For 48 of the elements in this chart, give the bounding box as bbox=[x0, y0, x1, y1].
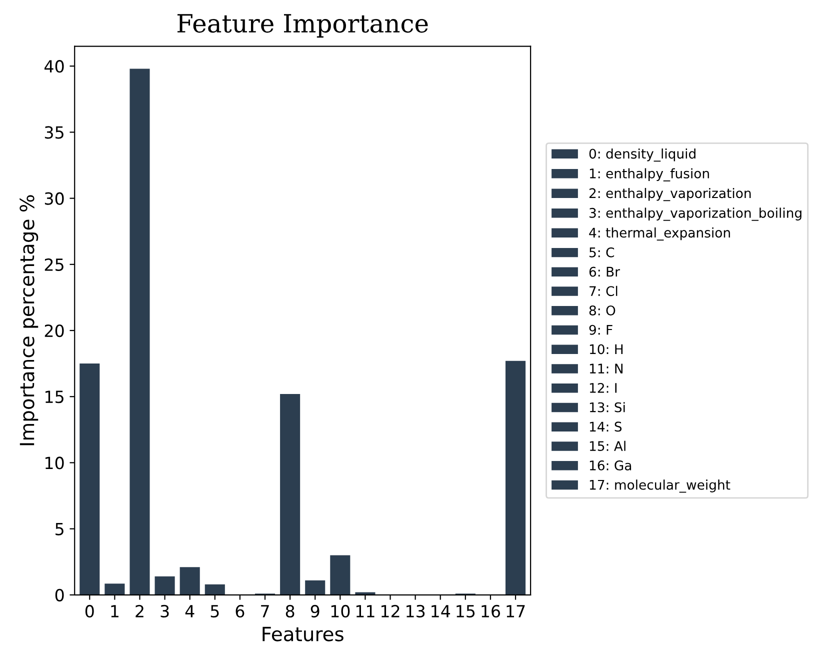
legend-label: 3: enthalpy_vaporization_boiling bbox=[590, 208, 802, 221]
x-tick-label: 11 bbox=[356, 605, 374, 618]
legend-label: 10: H bbox=[590, 344, 623, 354]
x-tick-label: 9 bbox=[310, 604, 320, 618]
legend-label: 15: Al bbox=[590, 440, 626, 452]
x-tick-label: 13 bbox=[406, 604, 425, 618]
legend-label: 14: S bbox=[590, 422, 622, 432]
legend-label: 5: C bbox=[590, 247, 614, 258]
x-axis-title: Features bbox=[262, 626, 344, 642]
x-tick-label: 6 bbox=[236, 604, 244, 618]
legend-label: 9: F bbox=[589, 324, 612, 335]
legend-label: 7: Cl bbox=[590, 286, 618, 296]
x-tick-label: 15 bbox=[456, 605, 475, 618]
legend-label: 11: N bbox=[590, 364, 622, 374]
y-tick-label: 0 bbox=[55, 588, 64, 602]
x-tick-label: 0 bbox=[85, 604, 94, 618]
x-tick-label: 2 bbox=[136, 604, 144, 618]
legend-label: 1: enthalpy_fusion bbox=[590, 168, 709, 182]
x-tick-label: 7 bbox=[261, 605, 269, 618]
y-tick-label: 35 bbox=[44, 126, 64, 139]
y-tick-label: 30 bbox=[44, 192, 64, 205]
y-tick-label: 5 bbox=[56, 522, 64, 536]
x-tick-label: 5 bbox=[210, 605, 219, 618]
x-tick-label: 16 bbox=[482, 604, 500, 618]
legend-label: 4: thermal_expansion bbox=[589, 227, 730, 241]
legend-label: 2: enthalpy_vaporization bbox=[589, 188, 751, 202]
y-tick-label: 15 bbox=[46, 390, 64, 404]
x-tick-label: 4 bbox=[185, 605, 194, 618]
legend-label: 13: Si bbox=[590, 402, 625, 412]
legend-label: 8: O bbox=[589, 305, 616, 316]
y-tick-label: 20 bbox=[44, 324, 64, 338]
y-tick-label: 40 bbox=[44, 60, 64, 73]
chart-title: Feature Importance bbox=[177, 14, 428, 38]
x-tick-label: 14 bbox=[432, 605, 450, 618]
x-tick-label: 12 bbox=[381, 604, 400, 618]
x-tick-label: 10 bbox=[331, 604, 350, 618]
x-tick-label: 17 bbox=[506, 605, 525, 618]
legend-label: 16: Ga bbox=[590, 460, 632, 470]
x-tick-label: 1 bbox=[111, 605, 118, 618]
legend-label: 12: I bbox=[590, 382, 617, 393]
legend-label: 0: density_liquid bbox=[589, 148, 696, 162]
y-tick-label: 10 bbox=[46, 456, 64, 470]
x-tick-label: 8 bbox=[286, 604, 294, 618]
legend-label: 17: molecular_weight bbox=[590, 480, 730, 493]
legend-label: 6: Br bbox=[589, 266, 620, 277]
y-tick-label: 25 bbox=[44, 258, 64, 271]
x-tick-label: 3 bbox=[160, 604, 169, 618]
y-axis-title: Importance percentage % bbox=[20, 195, 38, 446]
